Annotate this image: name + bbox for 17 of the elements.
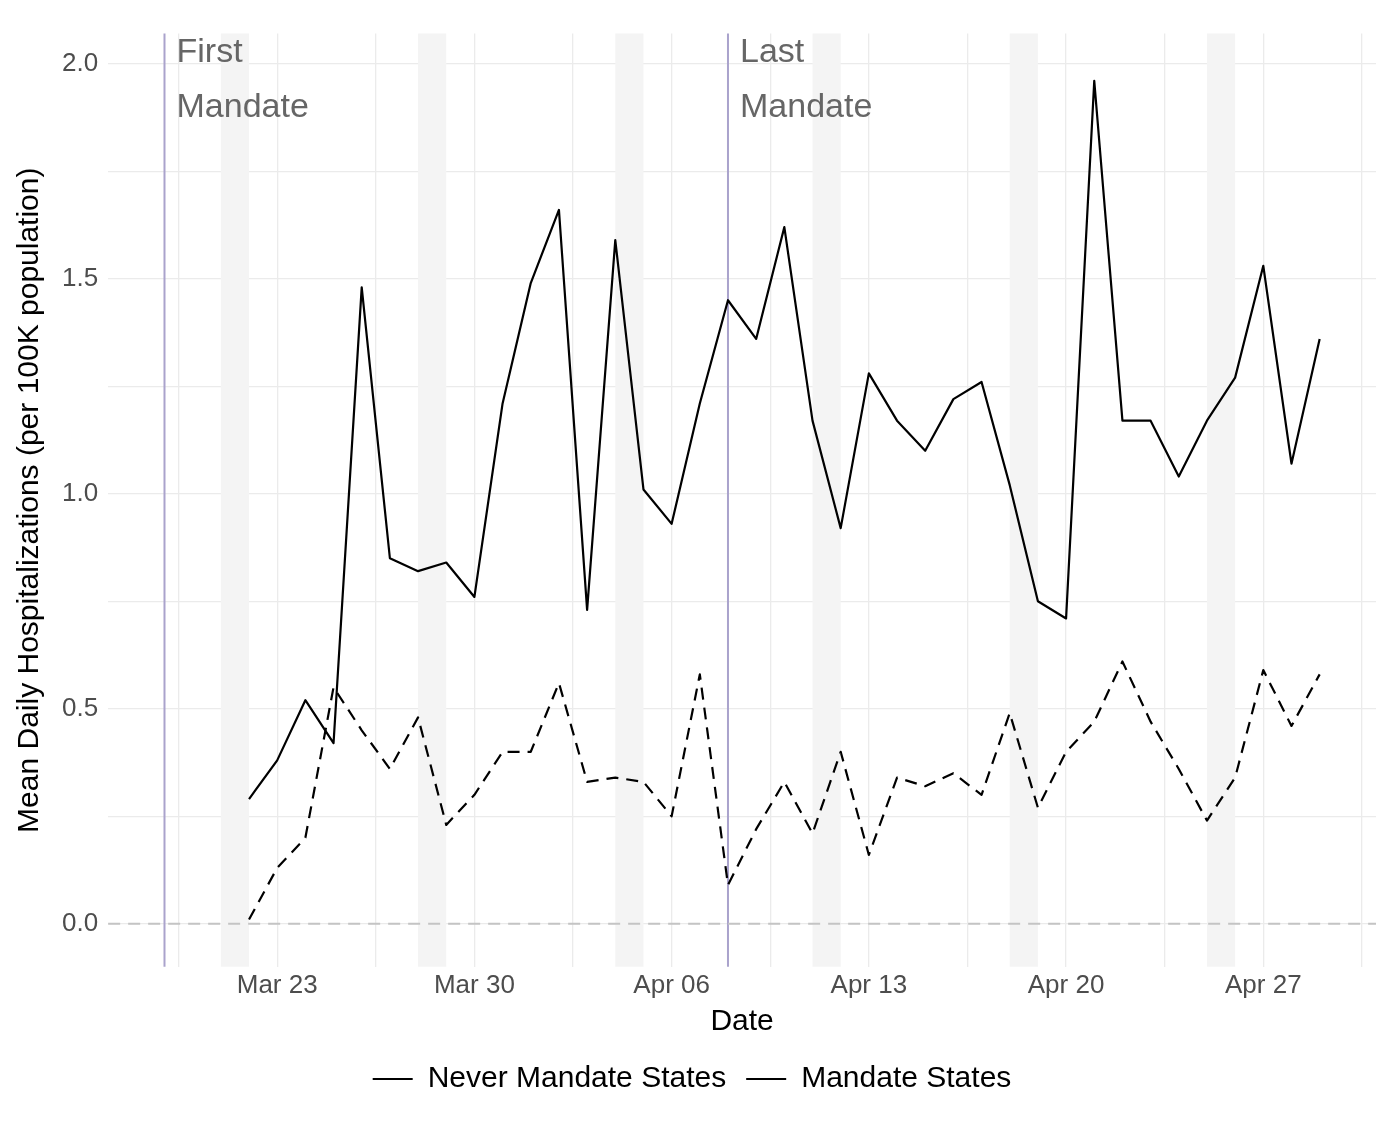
x-tick-label: Apr 27 <box>1225 968 1302 999</box>
legend-label: Never Mandate States <box>427 1060 727 1094</box>
ref-line-label: First Mandate <box>176 30 309 124</box>
x-tick-label: Mar 30 <box>433 968 515 999</box>
x-tick-label: Mar 23 <box>236 968 318 999</box>
y-tick-label: 0.0 <box>61 906 99 937</box>
y-tick-label: 1.0 <box>61 476 99 507</box>
y-tick-label: 2.0 <box>61 46 99 77</box>
y-axis-title: Mean Daily Hospitalizations (per 100K population) <box>11 167 45 833</box>
ref-line-label: Last Mandate <box>739 30 873 124</box>
x-tick-label: Apr 20 <box>1027 968 1105 999</box>
x-tick-label: Apr 13 <box>830 968 908 999</box>
x-tick-label: Apr 06 <box>633 968 710 999</box>
x-axis-title: Date <box>710 1003 774 1037</box>
legend-label: Mandate States <box>801 1060 1012 1094</box>
y-tick-label: 1.5 <box>61 261 99 292</box>
y-tick-label: 0.5 <box>61 691 99 722</box>
